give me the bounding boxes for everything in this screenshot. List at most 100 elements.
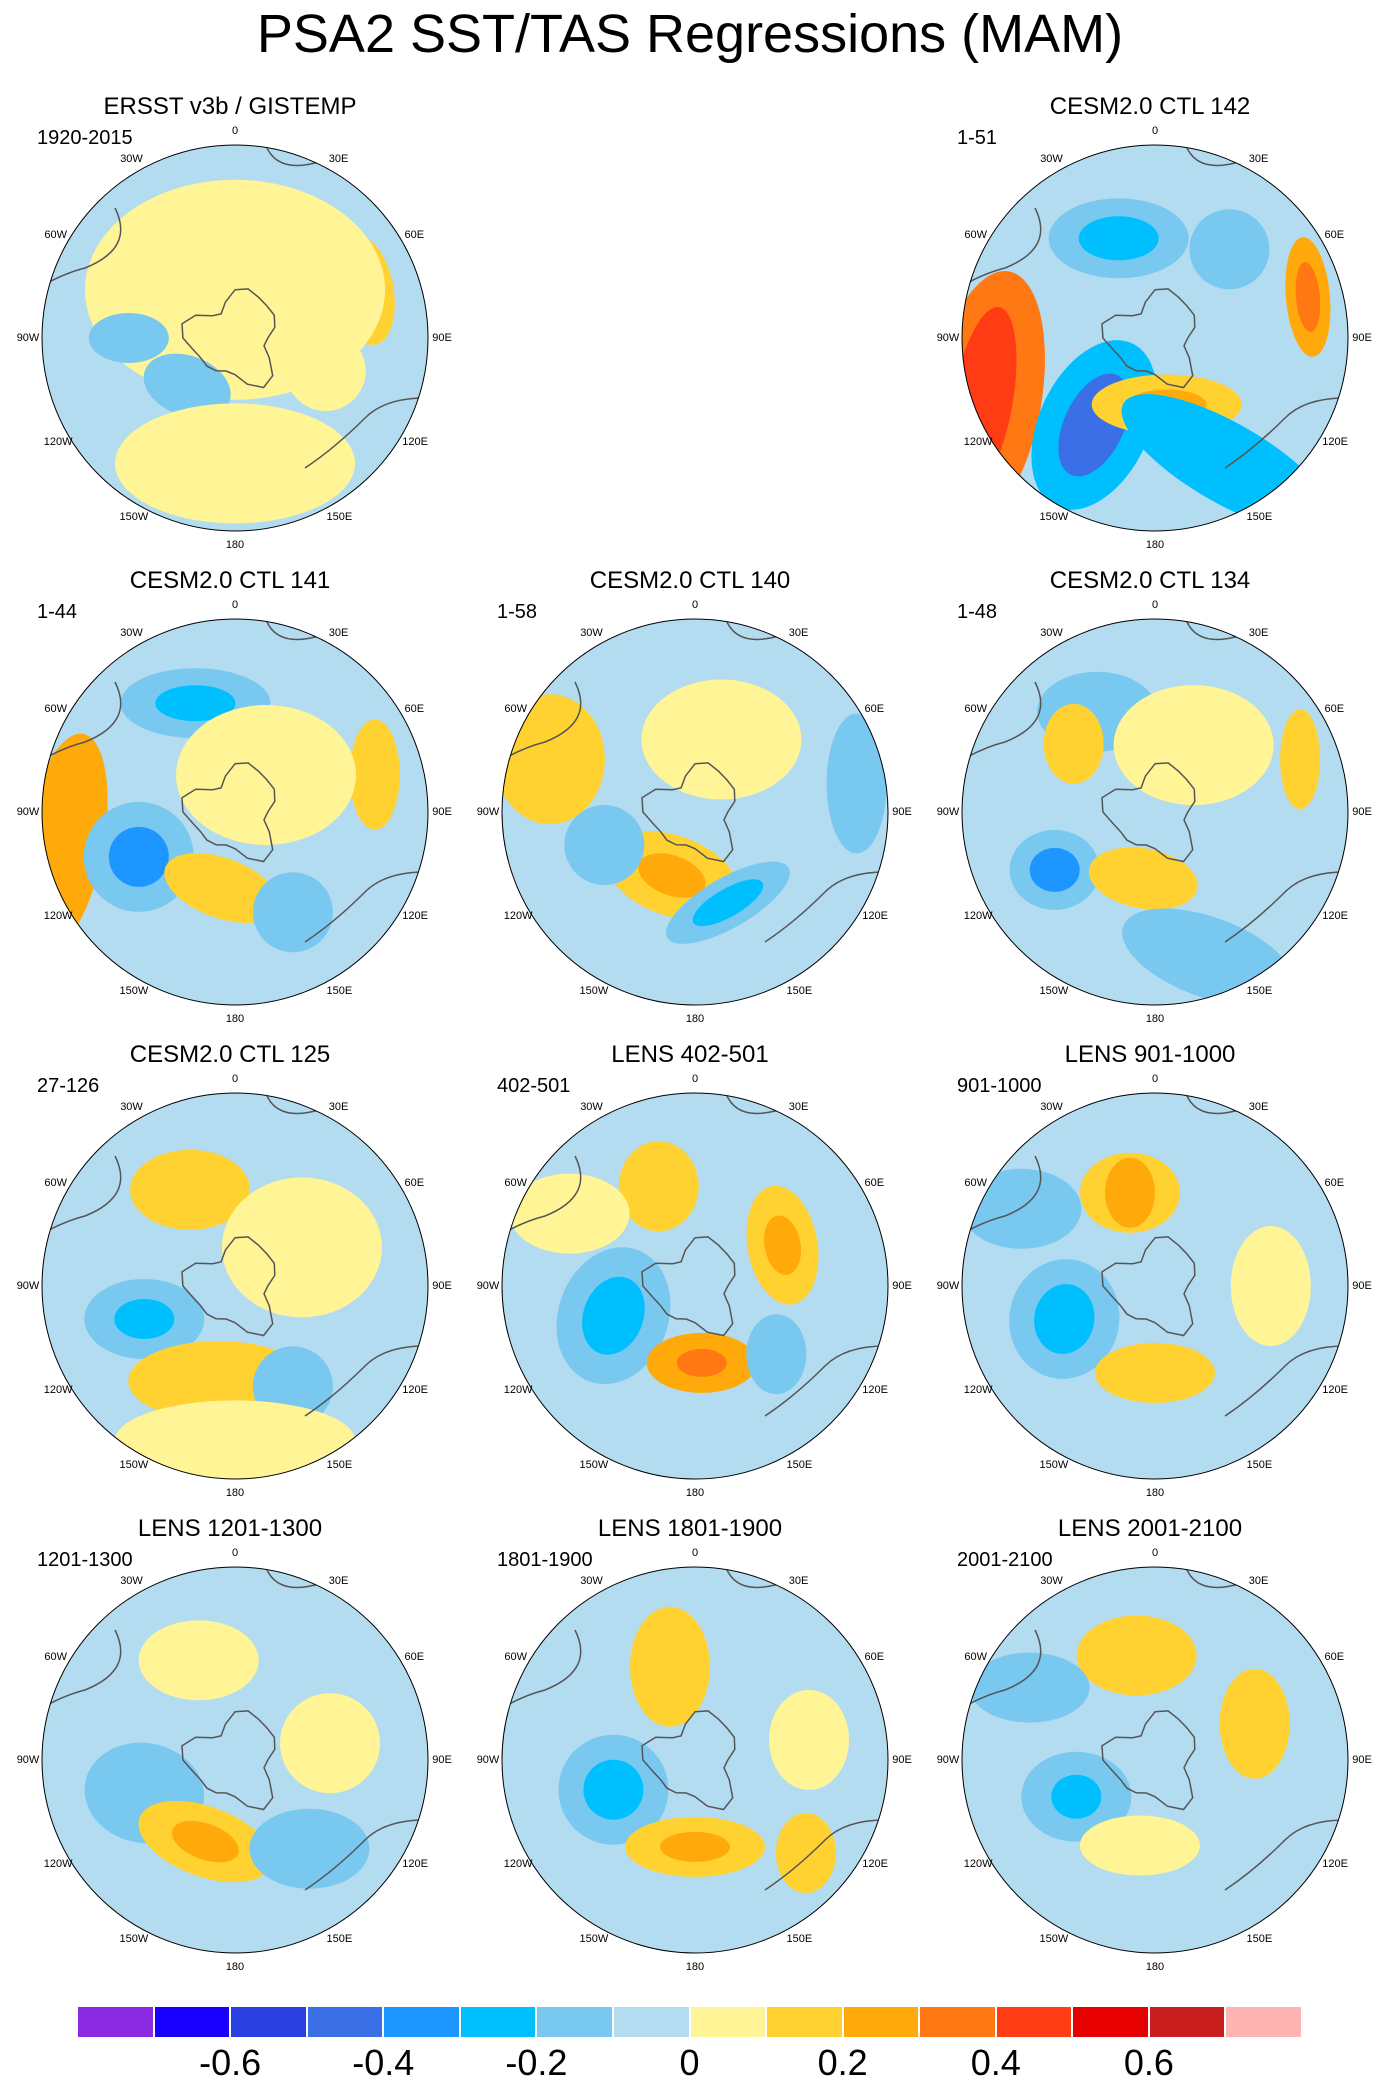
longitude-label: 150W: [119, 1459, 149, 1472]
colorbar-box: [689, 2006, 767, 2038]
map-panel-lens1201: LENS 1201-1300 1201-1300 0 30E 60E 90E 120E 150…: [0, 1514, 460, 1984]
longitude-label: 120W: [963, 435, 993, 448]
longitude-label: 120W: [963, 1383, 993, 1396]
south-america-coastline: [962, 207, 1042, 319]
longitude-label: 60E: [404, 702, 425, 715]
south-america-coastline: [962, 1155, 1042, 1267]
polar-map: [41, 618, 429, 1006]
longitude-label: 150E: [326, 511, 353, 524]
panel-title: LENS 2001-2100: [1057, 1515, 1243, 1542]
antarctica-coastline: [1101, 762, 1196, 863]
longitude-label: 30W: [1040, 1100, 1063, 1113]
longitude-label: 90W: [476, 1754, 500, 1766]
anomaly-contour: [1219, 1668, 1290, 1779]
antarctica-coastline: [181, 762, 276, 863]
polar-map: [41, 144, 429, 532]
south-america-coastline: [42, 207, 122, 319]
polar-map: [961, 1092, 1349, 1480]
longitude-label: 180: [685, 1961, 705, 1973]
colorbar-tick-label: -0.4: [352, 2042, 415, 2083]
colorbar-box: [536, 2006, 613, 2038]
anomaly-contour: [171, 1820, 239, 1863]
longitude-label: 30W: [120, 1100, 143, 1113]
longitude-label: 180: [685, 1013, 705, 1025]
longitude-label: 150E: [786, 1459, 813, 1472]
longitude-label: 180: [1145, 1013, 1165, 1025]
panel-title: ERSST v3b / GISTEMP: [103, 93, 357, 120]
australia-nz-coastline: [1224, 1345, 1346, 1417]
anomaly-contour: [826, 713, 887, 854]
longitude-label: 120W: [43, 1383, 73, 1396]
longitude-label: 30W: [120, 626, 143, 639]
panel-period: 27-126: [37, 1075, 100, 1097]
antarctica-coastline: [641, 762, 736, 863]
south-america-coastline: [42, 681, 122, 793]
south-america-coastline: [502, 1629, 582, 1741]
longitude-label: 90W: [936, 806, 960, 818]
longitude-label: 0: [231, 599, 239, 611]
map-panel-ersst: ERSST v3b / GISTEMP 1920-2015 0 30E 60E 90E 12…: [0, 92, 460, 562]
longitude-label: 120E: [402, 1857, 428, 1870]
longitude-label: 60E: [1324, 702, 1345, 715]
colorbar-box: [459, 2006, 537, 2038]
colorbar-box: [77, 2006, 154, 2038]
longitude-label: 90E: [892, 1280, 912, 1292]
map-boundary: [961, 144, 1349, 532]
longitude-label: 120W: [503, 1383, 533, 1396]
longitude-label: 60E: [1324, 228, 1345, 241]
longitude-label: 150W: [579, 985, 609, 998]
panel-title: CESM2.0 CTL 142: [1049, 93, 1251, 120]
south-america-coastline: [962, 1629, 1042, 1741]
anomaly-contour: [1051, 1774, 1102, 1819]
polar-map: [961, 618, 1349, 1006]
polar-map: [41, 1092, 429, 1480]
longitude-label: 90W: [16, 806, 40, 818]
map-boundary: [41, 1566, 429, 1954]
longitude-label: 60E: [864, 1650, 885, 1663]
longitude-label: 0: [1151, 1073, 1159, 1085]
longitude-label: 30E: [328, 1574, 349, 1587]
longitude-label: 30E: [1248, 626, 1269, 639]
colorbar-tick-label: 0.2: [817, 2042, 868, 2083]
anomaly-contour: [746, 1314, 807, 1395]
longitude-label: 30W: [580, 1100, 603, 1113]
anomaly-contour: [692, 879, 764, 927]
colorbar-tick-label: -0.2: [505, 2042, 568, 2083]
longitude-label: 150W: [119, 511, 149, 524]
anomaly-contour: [1043, 703, 1104, 784]
anomaly-contour: [509, 1173, 630, 1254]
figure-title: PSA2 SST/TAS Regressions (MAM): [256, 4, 1124, 64]
anomaly-contour: [1189, 209, 1270, 290]
south-america-coastline: [502, 681, 582, 793]
longitude-label: 60W: [964, 228, 988, 241]
panel-title: CESM2.0 CTL 140: [589, 567, 791, 594]
longitude-label: 150W: [1039, 511, 1069, 524]
anomaly-contour: [769, 1689, 849, 1790]
panel-period: 1801-1900: [497, 1549, 593, 1571]
anomaly-contour: [1034, 1284, 1095, 1354]
colorbar-box: [919, 2006, 996, 2038]
anomaly-contour: [1105, 1157, 1155, 1228]
longitude-label: 120W: [43, 435, 73, 448]
longitude-label: 0: [691, 1547, 699, 1559]
longitude-label: 60E: [864, 1176, 885, 1189]
antarctica-coastline: [181, 1710, 276, 1811]
australia-nz-coastline: [764, 1819, 886, 1891]
panel-period: 1-48: [957, 601, 998, 623]
australia-nz-coastline: [304, 1345, 426, 1417]
longitude-label: 30E: [788, 1100, 809, 1113]
anomaly-contour: [176, 705, 356, 845]
longitude-label: 180: [1145, 1961, 1165, 1973]
longitude-label: 60W: [964, 702, 988, 715]
longitude-label: 120W: [43, 909, 73, 922]
map-background: [962, 1567, 1348, 1953]
longitude-label: 120W: [963, 1857, 993, 1870]
longitude-label: 90W: [936, 332, 960, 344]
map-panel-lens2001: LENS 2001-2100 2001-2100 0 30E 60E 90E 120E 150…: [920, 1514, 1380, 1984]
map-background: [502, 1093, 888, 1479]
longitude-label: 120W: [503, 909, 533, 922]
colorbar-tick-label: 0.4: [970, 2042, 1021, 2083]
map-boundary: [501, 1566, 889, 1954]
longitude-label: 60W: [964, 1650, 988, 1663]
anomaly-contour: [285, 331, 366, 411]
